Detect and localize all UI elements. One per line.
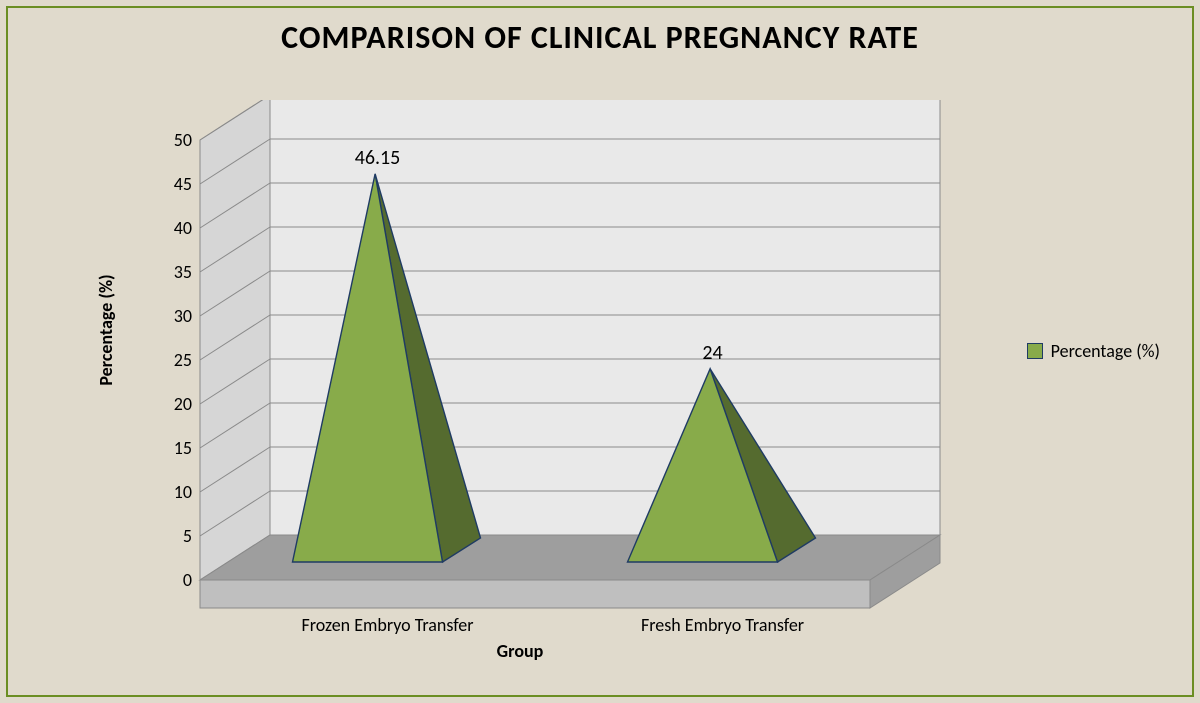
y-tick-label: 50 bbox=[152, 129, 192, 151]
y-tick-label: 0 bbox=[152, 569, 192, 591]
x-axis-label: Group bbox=[497, 640, 544, 662]
y-tick-label: 35 bbox=[152, 261, 192, 283]
y-tick-label: 30 bbox=[152, 305, 192, 327]
y-tick-label: 15 bbox=[152, 437, 192, 459]
y-tick-label: 10 bbox=[152, 481, 192, 503]
chart-title: COMPARISON OF CLINICAL PREGNANCY RATE bbox=[0, 18, 1200, 57]
data-label: 46.15 bbox=[355, 146, 401, 170]
data-label: 24 bbox=[702, 341, 722, 365]
legend-swatch bbox=[1027, 343, 1043, 359]
y-tick-label: 20 bbox=[152, 393, 192, 415]
y-tick-label: 45 bbox=[152, 173, 192, 195]
y-tick-label: 5 bbox=[152, 525, 192, 547]
legend-label: Percentage (%) bbox=[1051, 340, 1160, 362]
category-label: Fresh Embryo Transfer bbox=[641, 614, 804, 636]
y-tick-label: 40 bbox=[152, 217, 192, 239]
plot-area bbox=[170, 100, 960, 620]
legend: Percentage (%) bbox=[1027, 340, 1160, 362]
category-label: Frozen Embryo Transfer bbox=[302, 614, 474, 636]
y-axis-label: Percentage (%) bbox=[95, 274, 117, 385]
y-tick-label: 25 bbox=[152, 349, 192, 371]
